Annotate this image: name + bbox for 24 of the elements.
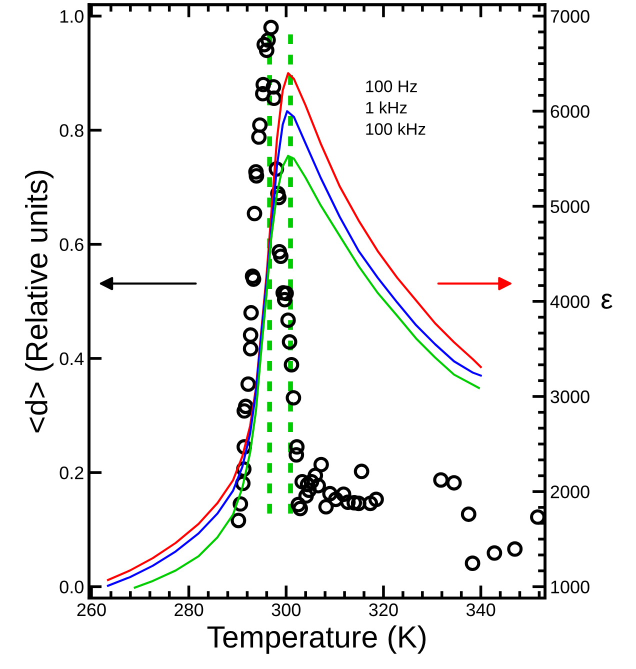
y2-tick-label: 6000 bbox=[550, 105, 590, 118]
y2-tick-label: 7000 bbox=[550, 10, 590, 23]
y-tick-label: 0.4 bbox=[60, 352, 84, 366]
y-tick-label: 0.6 bbox=[60, 238, 84, 252]
x-tick-label: 320 bbox=[369, 603, 398, 616]
y-tick-label: 1.0 bbox=[60, 10, 84, 23]
annotation: 1 kHz bbox=[366, 101, 407, 114]
y2-tick-label: 4000 bbox=[550, 295, 590, 308]
y-tick-label: 0.0 bbox=[60, 580, 84, 594]
y2-tick-label: 3000 bbox=[550, 390, 590, 404]
y2-tick-label: 2000 bbox=[550, 486, 590, 498]
y2-axis-title: ε bbox=[602, 294, 612, 309]
annotation: 100 kHz bbox=[366, 122, 426, 135]
y-tick-label: 0.8 bbox=[60, 124, 84, 137]
y-tick-label: 0.2 bbox=[60, 466, 84, 480]
x-axis-title: Temperature (K) bbox=[207, 625, 426, 654]
x-tick-label: 340 bbox=[466, 603, 496, 616]
x-tick-label: 300 bbox=[272, 603, 300, 616]
y2-tick-label: 5000 bbox=[550, 200, 590, 214]
x-tick-label: 280 bbox=[174, 603, 204, 616]
x-tick-label: 260 bbox=[77, 603, 106, 616]
y2-tick-label: 1000 bbox=[551, 580, 590, 594]
annotation: 100 Hz bbox=[366, 80, 417, 92]
y-axis-title: <d> (Relative units) bbox=[25, 170, 54, 432]
